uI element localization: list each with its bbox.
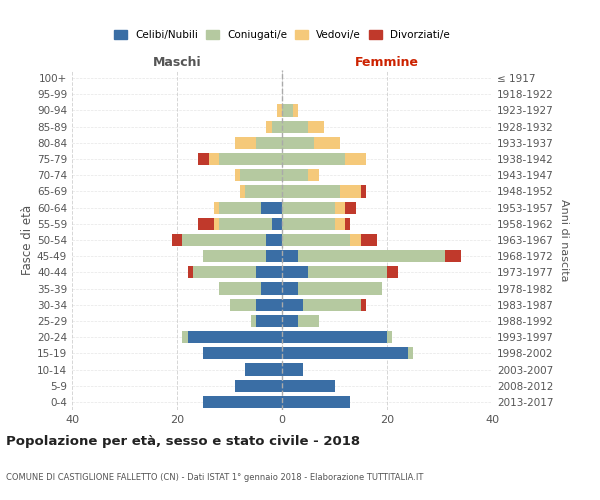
Bar <box>219 218 271 230</box>
Bar <box>271 120 282 132</box>
Bar <box>308 266 387 278</box>
Bar <box>187 331 282 343</box>
Bar <box>387 266 398 278</box>
Bar <box>335 218 345 230</box>
Bar <box>182 234 266 246</box>
Bar <box>314 137 340 149</box>
Bar <box>282 137 314 149</box>
Y-axis label: Anni di nascita: Anni di nascita <box>559 198 569 281</box>
Bar <box>187 266 193 278</box>
Bar <box>245 364 282 376</box>
Bar <box>445 250 461 262</box>
Bar <box>282 218 335 230</box>
Bar <box>214 202 219 213</box>
Bar <box>282 315 298 327</box>
Bar <box>235 169 240 181</box>
Bar <box>256 137 282 149</box>
Bar <box>282 266 308 278</box>
Bar <box>282 169 308 181</box>
Bar <box>266 120 271 132</box>
Bar <box>335 202 345 213</box>
Bar <box>361 186 366 198</box>
Bar <box>203 396 282 408</box>
Bar <box>235 137 256 149</box>
Text: Popolazione per età, sesso e stato civile - 2018: Popolazione per età, sesso e stato civil… <box>6 435 360 448</box>
Bar <box>282 202 335 213</box>
Bar <box>345 218 350 230</box>
Bar <box>193 266 256 278</box>
Bar <box>282 282 298 294</box>
Text: Femmine: Femmine <box>355 56 419 69</box>
Bar <box>282 348 408 360</box>
Bar <box>261 282 282 294</box>
Bar <box>277 104 282 117</box>
Bar <box>256 298 282 311</box>
Bar <box>282 250 298 262</box>
Bar <box>340 186 361 198</box>
Bar <box>229 298 256 311</box>
Bar <box>198 218 214 230</box>
Bar <box>282 396 350 408</box>
Bar <box>261 202 282 213</box>
Bar <box>308 120 324 132</box>
Bar <box>240 169 282 181</box>
Bar <box>266 250 282 262</box>
Bar <box>214 218 219 230</box>
Bar <box>198 153 209 165</box>
Bar <box>282 380 335 392</box>
Bar <box>209 153 219 165</box>
Bar <box>256 266 282 278</box>
Bar <box>219 202 261 213</box>
Bar <box>282 186 340 198</box>
Bar <box>387 331 392 343</box>
Bar <box>408 348 413 360</box>
Bar <box>219 153 282 165</box>
Bar <box>282 331 387 343</box>
Bar <box>345 202 355 213</box>
Bar <box>282 364 303 376</box>
Bar <box>361 298 366 311</box>
Bar <box>256 315 282 327</box>
Bar <box>298 282 382 294</box>
Bar <box>251 315 256 327</box>
Bar <box>298 250 445 262</box>
Bar <box>282 104 293 117</box>
Bar <box>271 218 282 230</box>
Bar <box>203 348 282 360</box>
Bar <box>350 234 361 246</box>
Text: Maschi: Maschi <box>152 56 202 69</box>
Bar <box>298 315 319 327</box>
Bar <box>282 120 308 132</box>
Bar <box>282 298 303 311</box>
Bar <box>266 234 282 246</box>
Bar <box>245 186 282 198</box>
Bar <box>240 186 245 198</box>
Bar <box>182 331 187 343</box>
Bar <box>303 298 361 311</box>
Bar <box>361 234 377 246</box>
Bar <box>172 234 182 246</box>
Y-axis label: Fasce di età: Fasce di età <box>21 205 34 275</box>
Bar <box>203 250 266 262</box>
Bar <box>282 153 345 165</box>
Bar <box>345 153 366 165</box>
Bar <box>293 104 298 117</box>
Bar <box>235 380 282 392</box>
Text: COMUNE DI CASTIGLIONE FALLETTO (CN) - Dati ISTAT 1° gennaio 2018 - Elaborazione : COMUNE DI CASTIGLIONE FALLETTO (CN) - Da… <box>6 472 424 482</box>
Bar <box>219 282 261 294</box>
Legend: Celibi/Nubili, Coniugati/e, Vedovi/e, Divorziati/e: Celibi/Nubili, Coniugati/e, Vedovi/e, Di… <box>110 26 454 44</box>
Bar <box>282 234 350 246</box>
Bar <box>308 169 319 181</box>
